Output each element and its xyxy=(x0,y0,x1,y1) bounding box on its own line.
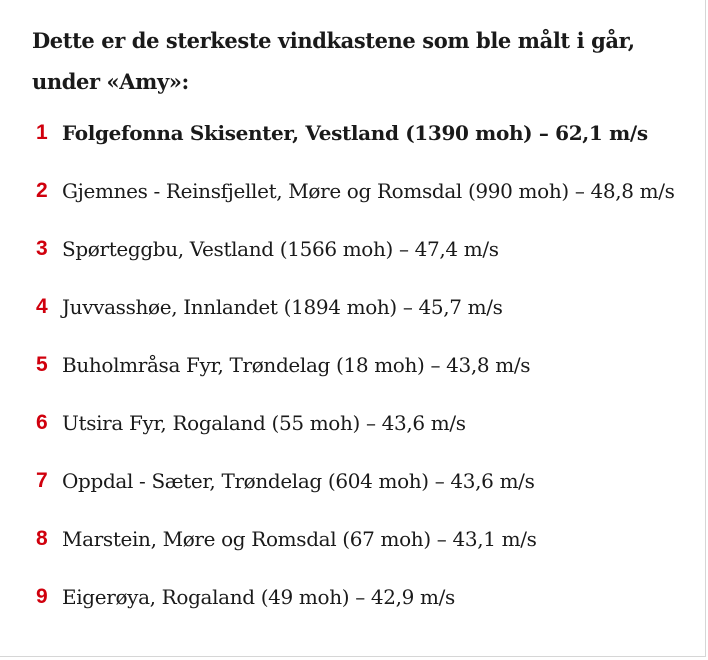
item-text: Folgefonna Skisenter, Vestland (1390 moh… xyxy=(62,121,648,145)
item-text: Buholmråsa Fyr, Trøndelag (18 moh) – 43,… xyxy=(62,353,531,377)
item-number: 6 xyxy=(36,411,48,434)
item-number: 8 xyxy=(36,527,48,550)
item-text: Juvvasshøe, Innlandet (1894 moh) – 45,7 … xyxy=(62,295,503,319)
item-number: 5 xyxy=(36,353,48,376)
list-item: 7 Oppdal - Sæter, Trøndelag (604 moh) – … xyxy=(0,461,706,501)
item-text: Utsira Fyr, Rogaland (55 moh) – 43,6 m/s xyxy=(62,411,466,435)
list-item: 6 Utsira Fyr, Rogaland (55 moh) – 43,6 m… xyxy=(0,403,706,443)
list-item: 9 Eigerøya, Rogaland (49 moh) – 42,9 m/s xyxy=(0,577,706,617)
list-item: 5 Buholmråsa Fyr, Trøndelag (18 moh) – 4… xyxy=(0,345,706,385)
list-item: 4 Juvvasshøe, Innlandet (1894 moh) – 45,… xyxy=(0,287,706,327)
item-text: Marstein, Møre og Romsdal (67 moh) – 43,… xyxy=(62,527,537,551)
list-item: 8 Marstein, Møre og Romsdal (67 moh) – 4… xyxy=(0,519,706,559)
item-number: 4 xyxy=(36,295,48,318)
list-heading: Dette er de sterkeste vindkastene som bl… xyxy=(32,28,635,94)
item-text: Gjemnes - Reinsfjellet, Møre og Romsdal … xyxy=(62,179,675,203)
item-text: Oppdal - Sæter, Trøndelag (604 moh) – 43… xyxy=(62,469,535,493)
list-item: 3 Spørteggbu, Vestland (1566 moh) – 47,4… xyxy=(0,229,706,269)
list-item: 1 Folgefonna Skisenter, Vestland (1390 m… xyxy=(0,113,706,153)
item-number: 7 xyxy=(36,469,48,492)
list-item: 2 Gjemnes - Reinsfjellet, Møre og Romsda… xyxy=(0,171,706,211)
item-number: 2 xyxy=(36,179,48,202)
item-number: 9 xyxy=(36,585,48,608)
item-number: 3 xyxy=(36,237,48,260)
item-number: 1 xyxy=(36,121,48,144)
item-text: Spørteggbu, Vestland (1566 moh) – 47,4 m… xyxy=(62,237,499,261)
item-text: Eigerøya, Rogaland (49 moh) – 42,9 m/s xyxy=(62,585,455,609)
wind-gust-list: 1 Folgefonna Skisenter, Vestland (1390 m… xyxy=(0,113,706,635)
